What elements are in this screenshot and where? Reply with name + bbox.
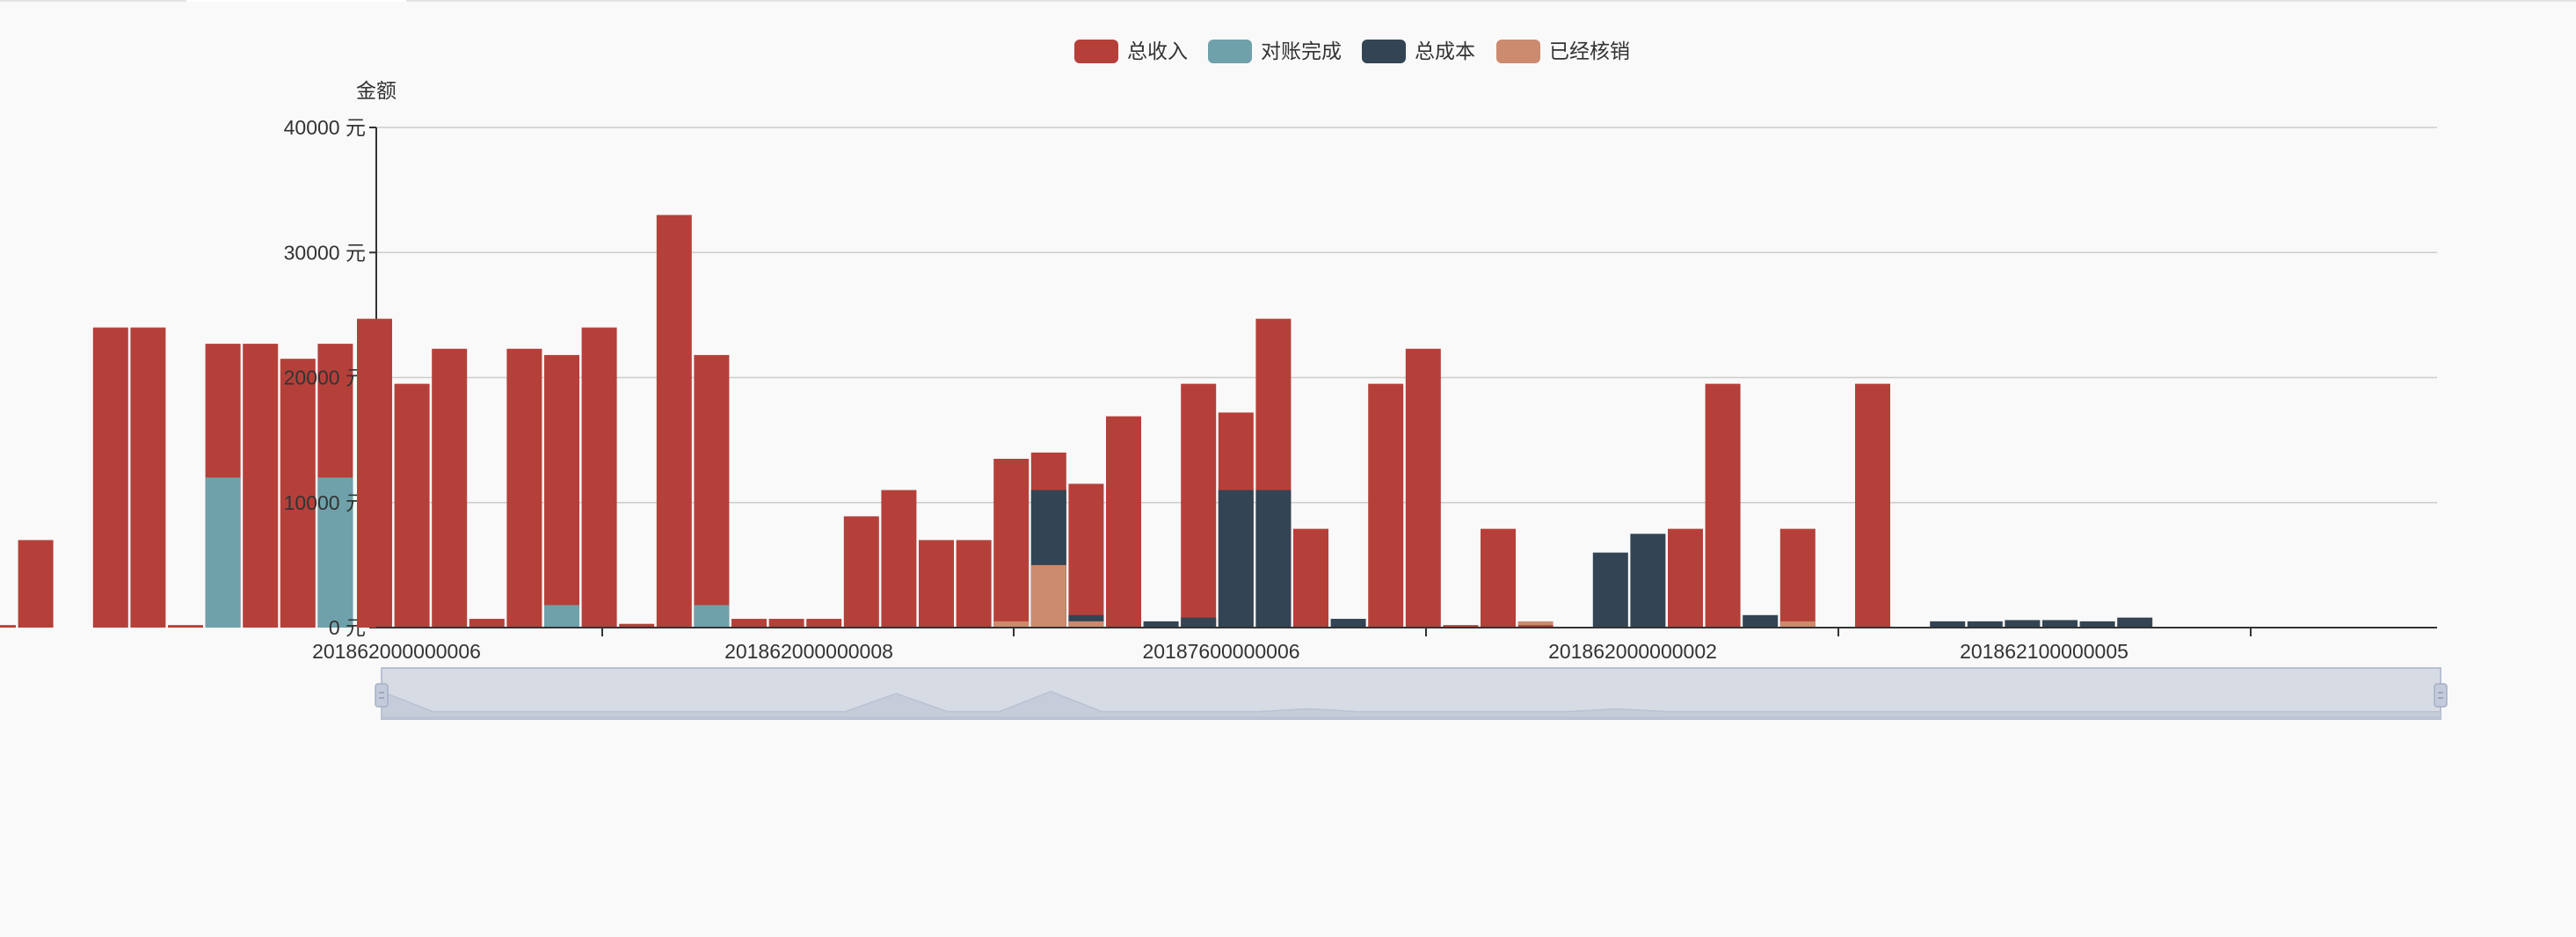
legend: 总收入 对账完成 总成本 已经核销 [1074,40,1630,63]
x-tick-label: 201862000000008 [724,640,893,663]
bar-income[interactable] [432,348,468,628]
bar-reconciled[interactable] [317,477,353,628]
x-tick-label: 201862000000002 [1548,640,1717,663]
bar-verified[interactable] [1030,564,1066,628]
bar-income[interactable] [168,625,203,628]
bar-income[interactable] [919,540,954,628]
bar-reconciled[interactable] [205,477,241,628]
bar-income[interactable] [1106,416,1141,628]
x-tick-label: 20187600000006 [1142,640,1299,663]
data-zoom-slider[interactable] [375,667,2448,720]
bar-income[interactable] [806,619,842,628]
zoom-preview-area [381,690,2441,718]
x-axis: 201862000000006 201862000000008 2018760000… [312,627,2437,663]
bar-income[interactable] [1181,383,1217,628]
bar-income[interactable] [357,318,392,628]
legend-label: 总收入 [1127,40,1188,62]
bar-income[interactable] [1368,383,1404,628]
bar-cost[interactable] [1218,490,1254,628]
bar-income[interactable] [1668,528,1703,628]
legend-swatch [1208,40,1252,63]
bar-cost[interactable] [1330,619,1366,628]
zoom-handle-left[interactable] [375,683,389,708]
bar-verified[interactable] [1068,621,1104,628]
legend-swatch [1496,40,1540,63]
legend-item-cost[interactable]: 总成本 [1362,40,1475,63]
bar-income[interactable] [993,458,1030,628]
y-tick-label: 10000 元 [284,491,366,514]
zoom-handle-grip [2434,683,2448,708]
bar-cost[interactable] [1967,621,2003,628]
bar-cost[interactable] [2005,620,2041,628]
bar-cost[interactable] [1592,552,1628,628]
zoom-track[interactable] [381,667,2441,720]
top-tab-active[interactable] [186,0,406,2]
bar-income[interactable] [0,625,16,628]
bar-cost[interactable] [1630,534,1666,628]
bar-income[interactable] [731,619,767,628]
y-tick-label: 30000 元 [284,241,366,264]
bar-cost[interactable] [1143,621,1179,628]
y-tick-label: 40000 元 [284,116,366,139]
overflow-bars [0,327,353,628]
bar-income[interactable] [1855,383,1890,628]
bar-cost[interactable] [1181,617,1217,628]
zoom-handle-grip [375,683,389,708]
legend-label: 已经核销 [1549,40,1630,62]
x-tick-label: 201862100000005 [1960,640,2128,663]
bar-cost[interactable] [2117,617,2153,628]
bar-income[interactable] [1293,528,1328,628]
bar-income[interactable] [694,354,730,628]
bar-income[interactable] [243,344,279,628]
bar-income[interactable] [1705,383,1741,628]
legend-swatch [1074,40,1118,63]
x-tick-label: 201862000000006 [312,640,481,663]
bar-income[interactable] [656,214,692,628]
bar-income[interactable] [280,359,316,628]
bar-verified[interactable] [1779,621,1816,628]
bar-income[interactable] [18,540,54,628]
bar-income[interactable] [544,354,579,628]
y-tick-label: 20000 元 [284,367,366,389]
legend-item-verified[interactable]: 已经核销 [1496,40,1630,63]
bar-cost[interactable] [2079,621,2115,628]
bar-income[interactable] [1405,348,1441,628]
bar-income[interactable] [394,383,430,628]
bar-reconciled[interactable] [544,605,579,628]
bar-income[interactable] [1779,528,1816,628]
y-axis-title: 金额 [356,79,397,102]
bars [357,214,2153,628]
bar-income[interactable] [768,619,804,628]
bar-verified[interactable] [993,621,1030,628]
legend-swatch [1362,40,1406,63]
legend-item-reconciled[interactable]: 对账完成 [1208,40,1342,63]
legend-item-income[interactable]: 总收入 [1074,40,1188,63]
bar-income[interactable] [581,327,617,628]
bar-income[interactable] [956,540,992,628]
bar-cost[interactable] [1255,490,1292,628]
bar-income[interactable] [130,327,166,628]
bar-income[interactable] [1443,625,1479,628]
bar-income[interactable] [1517,625,1554,628]
bar-cost[interactable] [1743,614,1779,628]
bar-income[interactable] [881,490,917,628]
zoom-handle-right[interactable] [2434,683,2448,708]
bar-cost[interactable] [1930,621,1966,628]
bar-income[interactable] [469,619,505,628]
bar-cost[interactable] [2042,620,2078,628]
top-tab-strip [0,0,2576,2]
bar-income[interactable] [843,516,879,628]
bar-verified[interactable] [1517,621,1554,628]
bar-reconciled[interactable] [694,605,730,628]
bar-income[interactable] [506,348,542,628]
legend-label: 对账完成 [1261,40,1342,62]
bar-income[interactable] [619,623,655,628]
bar-income[interactable] [92,327,128,628]
legend-label: 总成本 [1415,40,1475,62]
bar-income[interactable] [1068,483,1104,628]
bar-income[interactable] [1481,528,1516,628]
